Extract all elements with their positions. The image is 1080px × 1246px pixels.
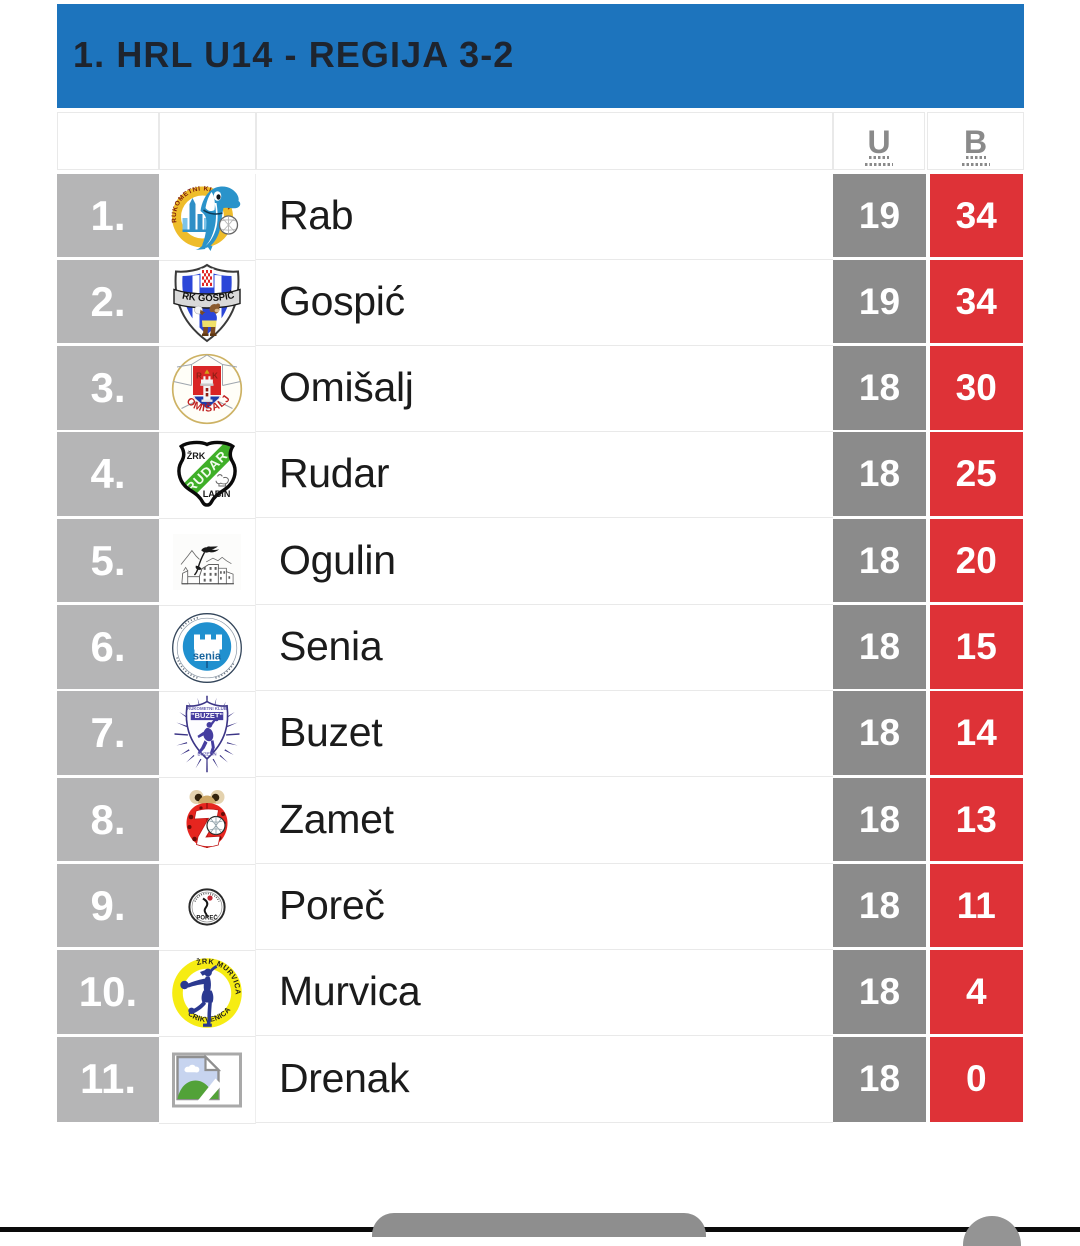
svg-text:POREČ: POREČ xyxy=(196,914,218,921)
svg-text:R: R xyxy=(196,372,202,381)
svg-text:LABIN: LABIN xyxy=(203,489,231,499)
svg-text:ŽRK: ŽRK xyxy=(187,451,206,462)
svg-text:RK GOSPIĆ: RK GOSPIĆ xyxy=(181,289,235,304)
svg-text:senia: senia xyxy=(193,651,222,663)
svg-text:RUKOMETNI KLUB: RUKOMETNI KLUB xyxy=(187,706,227,711)
svg-text:"BUZET": "BUZET" xyxy=(191,712,223,721)
svg-text:BUZETIN: BUZETIN xyxy=(198,752,217,757)
svg-text:K: K xyxy=(212,372,218,381)
